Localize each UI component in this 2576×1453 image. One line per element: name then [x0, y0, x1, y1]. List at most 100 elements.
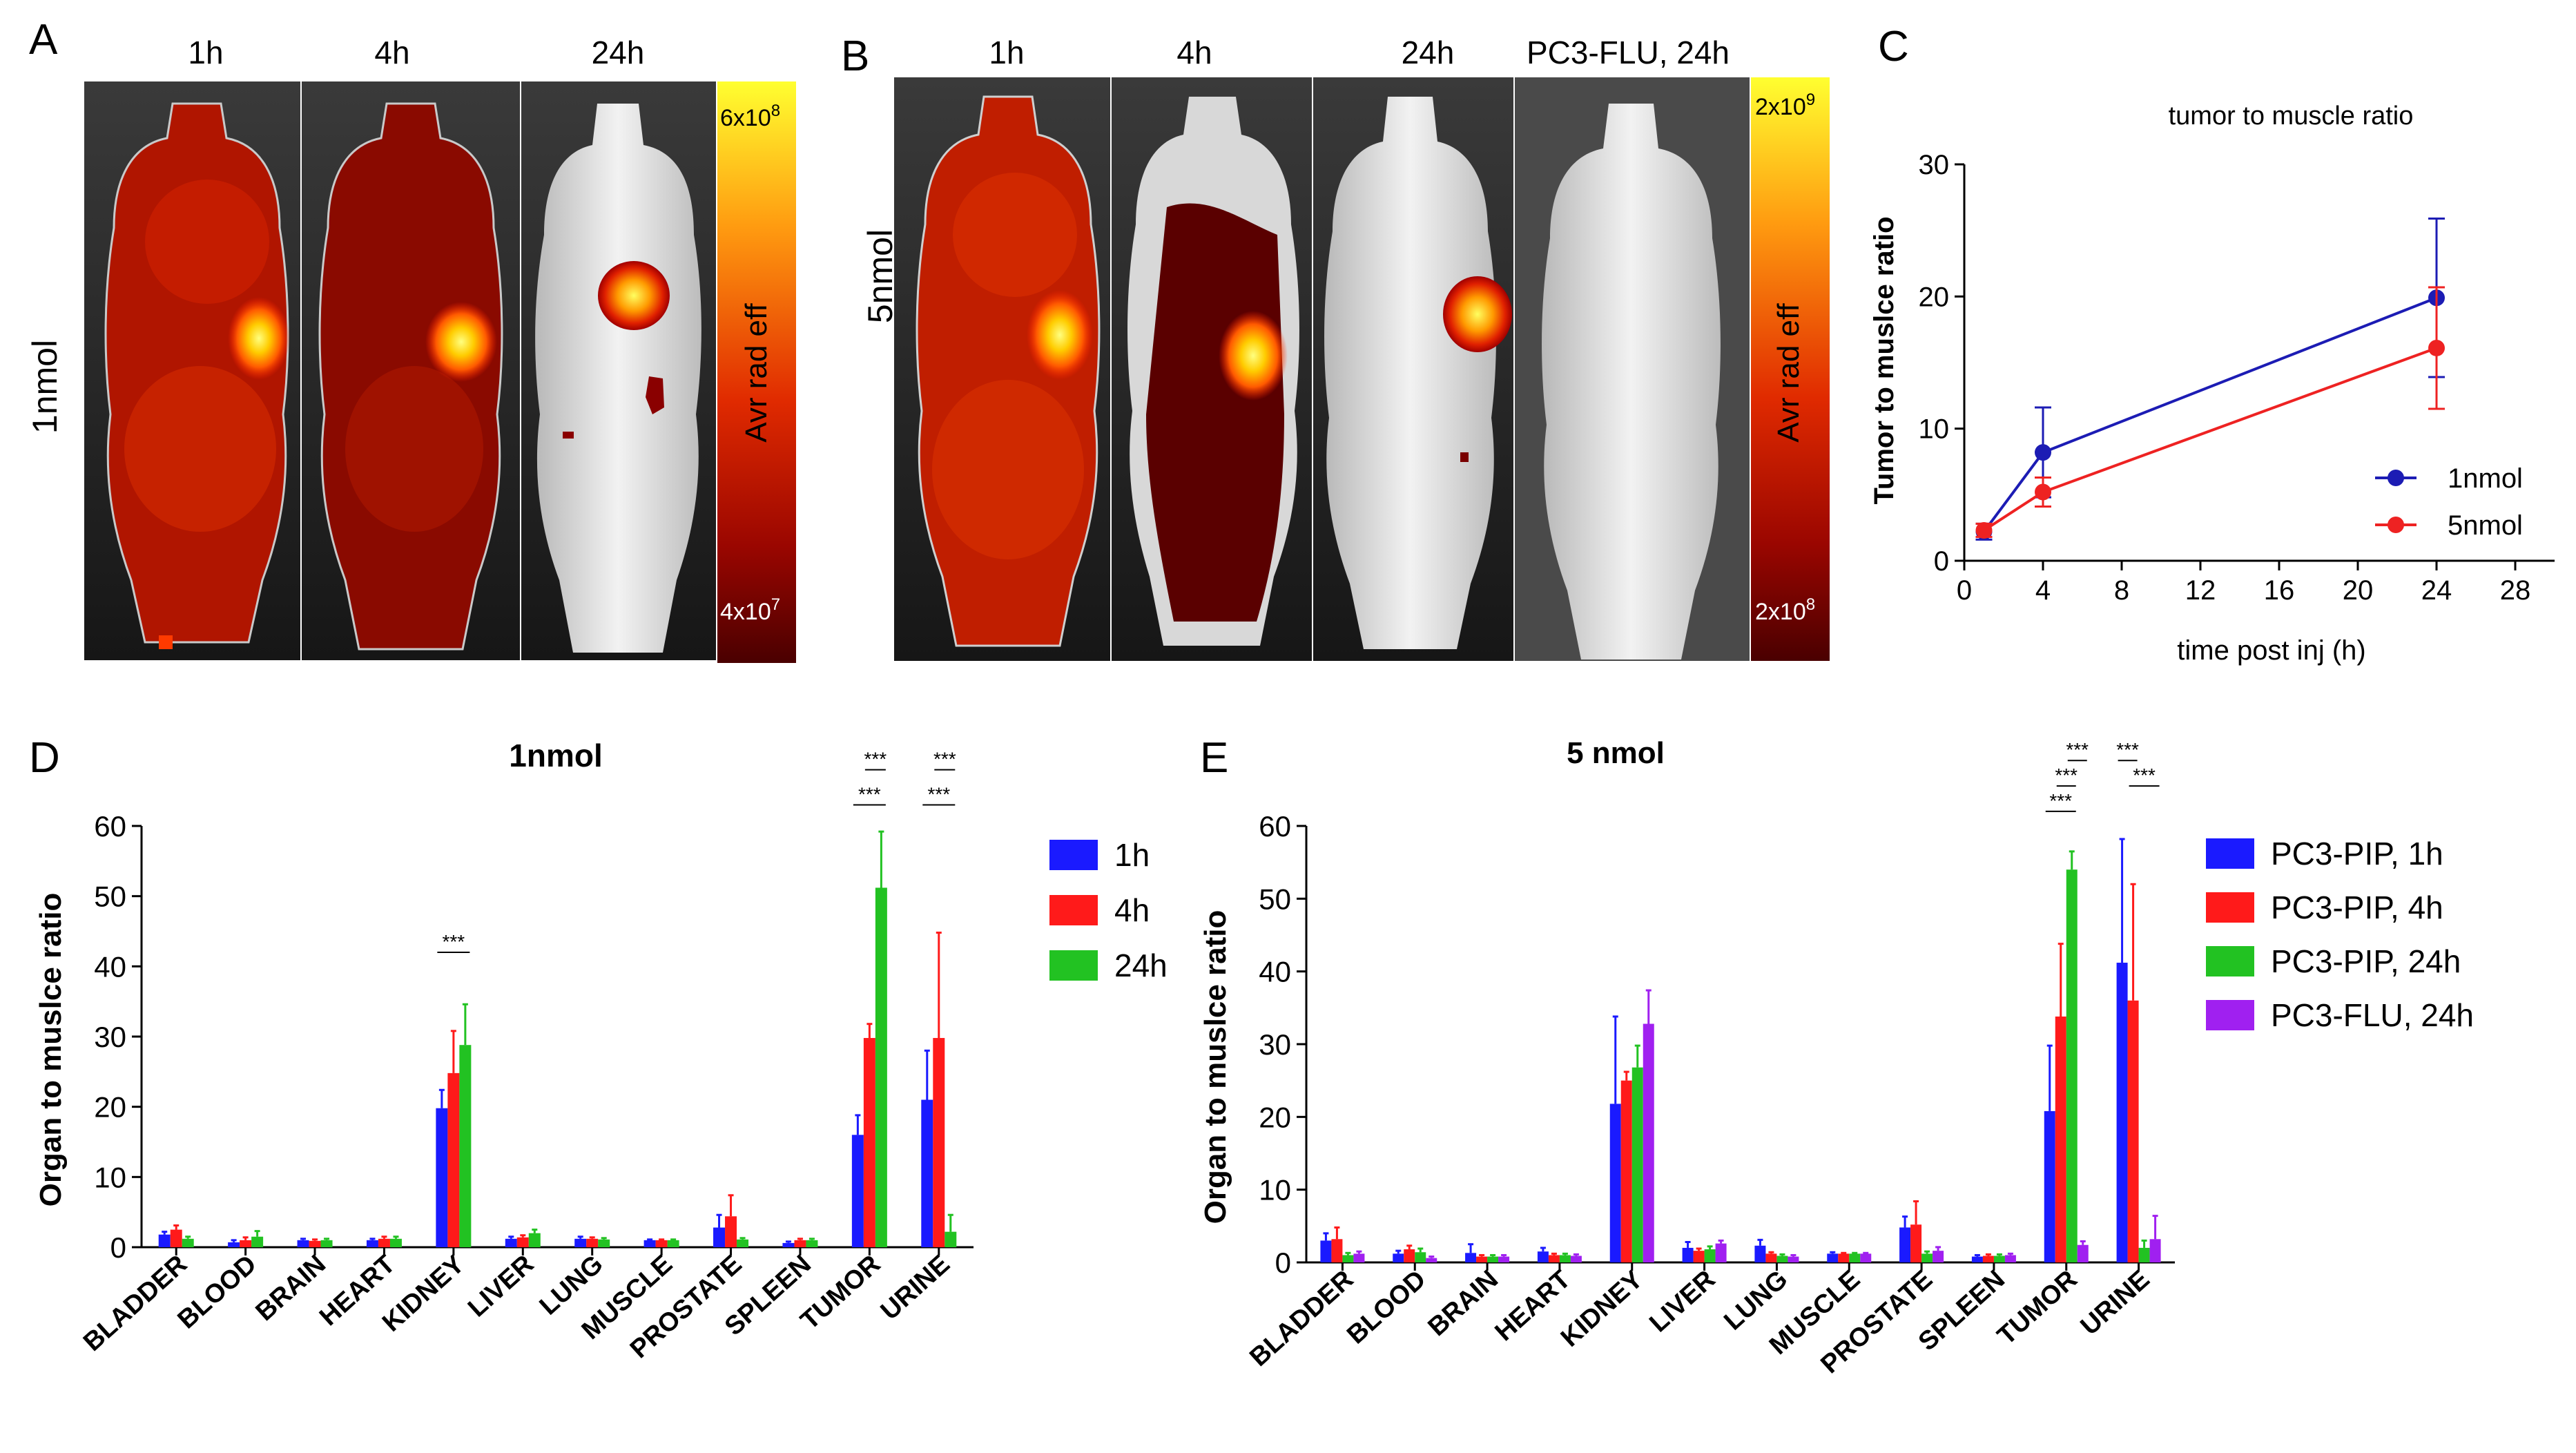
panel-e-letter: E	[1200, 734, 1228, 782]
chart-d-bar	[240, 1240, 252, 1247]
chart-d-bar	[378, 1238, 390, 1247]
chart-e-y-tick-label: 40	[1259, 956, 1291, 988]
chart-e-bar	[1631, 1067, 1643, 1262]
chart-c-xlabel: time post inj (h)	[2177, 635, 2365, 666]
panel-a-color-scale	[717, 81, 796, 663]
chart-c-y-tick-label: 0	[1934, 546, 1949, 577]
chart-d-y-tick-label: 40	[94, 950, 126, 983]
chart-e-bar	[1838, 1253, 1850, 1262]
chart-e-bar	[1498, 1256, 1510, 1262]
chart-e-bar	[1426, 1258, 1437, 1262]
chart-e-legend-swatch	[2206, 946, 2254, 976]
chart-e-y-tick-label: 60	[1259, 810, 1291, 843]
chart-d-bar	[851, 1135, 864, 1247]
chart-e-bar	[1682, 1247, 1694, 1262]
chart-e-bar	[1899, 1227, 1911, 1262]
chart-e-bar	[1609, 1104, 1621, 1262]
chart-d-bar	[574, 1238, 587, 1247]
chart-e-legend-label: PC3-FLU, 24h	[2271, 997, 2474, 1033]
chart-d-significance-label: ***	[858, 784, 881, 805]
chart-d-x-tick-label: BLOOD	[173, 1249, 262, 1334]
chart-e-bar	[1537, 1251, 1549, 1262]
chart-e-bar	[1404, 1249, 1415, 1262]
chart-c-y-tick-label: 30	[1919, 150, 1950, 180]
chart-e-bar	[2116, 963, 2128, 1262]
chart-d-bar	[643, 1240, 656, 1247]
chart-e-bar	[1320, 1240, 1332, 1262]
chart-e-significance-label: ***	[2116, 739, 2139, 760]
chart-e-bar	[1465, 1253, 1477, 1262]
chart-c-y-tick-label: 10	[1919, 414, 1950, 445]
chart-d-y-tick-label: 20	[94, 1091, 126, 1124]
chart-d-bar	[921, 1099, 933, 1247]
chart-e-bar	[1476, 1256, 1488, 1262]
panel-a-mouse-4h	[318, 102, 503, 651]
chart-e-bar	[2077, 1244, 2089, 1262]
chart-d-y-tick-label: 50	[94, 881, 126, 913]
chart-e-bar	[2138, 1247, 2150, 1262]
chart-d-bar	[309, 1240, 321, 1247]
chart-e-significance-label: ***	[2066, 739, 2089, 760]
chart-e-x-tick-label: TUMOR	[1992, 1264, 2083, 1350]
chart-e-bar	[1715, 1243, 1727, 1262]
chart-e-y-tick-label: 0	[1275, 1247, 1291, 1279]
chart-e-y-tick-label: 30	[1259, 1028, 1291, 1061]
chart-d-ylabel: Organ to muslce ratio	[34, 893, 68, 1207]
chart-e-bar	[1693, 1251, 1705, 1262]
chart-d-bar	[516, 1237, 529, 1247]
chart-e-ylabel: Organ to muslce ratio	[1199, 910, 1232, 1224]
panel-b-scale-label: Avr rad eff	[1772, 303, 1805, 443]
panel-b-dose-label: 5nmol	[861, 229, 900, 323]
panel-a-scale-min: 4x107	[720, 595, 780, 625]
panel-a-scale-label: Avr rad eff	[739, 303, 773, 443]
chart-e-bar	[1559, 1255, 1571, 1262]
chart-e-bar	[1849, 1253, 1861, 1262]
chart-d-title: 1nmol	[509, 738, 602, 773]
chart-e-y-tick-label: 50	[1259, 883, 1291, 915]
chart-e-bar	[2055, 1016, 2066, 1262]
chart-d-y-tick-label: 60	[94, 810, 126, 843]
chart-d-bar	[933, 1038, 945, 1247]
panel-d-letter: D	[29, 734, 60, 782]
chart-d-legend-label: 4h	[1114, 892, 1150, 928]
panel-a: A 1h 4h 24h 1nmol	[26, 16, 796, 663]
chart-c-x-tick-label: 28	[2500, 575, 2531, 606]
panel-a-letter: A	[29, 16, 58, 64]
chart-e-bar	[1548, 1255, 1560, 1262]
chart-d-bar	[528, 1233, 541, 1247]
chart-d-bar	[737, 1239, 749, 1247]
chart-d-bar	[158, 1234, 171, 1247]
chart-c-legend-label-5nmol: 5nmol	[2448, 510, 2523, 541]
panel-a-time-1h: 1h	[188, 35, 223, 70]
chart-c-line-5nmol	[1983, 347, 2437, 532]
panel-a-time-4h: 4h	[374, 35, 409, 70]
chart-d-x-tick-label: BLADDER	[78, 1249, 193, 1357]
chart-e-title: 5 nmol	[1567, 736, 1665, 770]
chart-e-bar	[2044, 1110, 2055, 1262]
chart-c-y-tick-label: 20	[1919, 282, 1950, 312]
chart-d-bar	[875, 887, 887, 1247]
chart-c-x-tick-label: 12	[2185, 575, 2216, 606]
chart-d-legend-label: 1h	[1114, 837, 1150, 873]
chart-e-bar	[1827, 1253, 1839, 1262]
chart-e-bar	[1921, 1253, 1933, 1262]
chart-d-bar	[598, 1239, 610, 1247]
chart-d-significance-label: ***	[933, 749, 956, 770]
chart-e-legend-swatch	[2206, 892, 2254, 923]
chart-e-x-tick-label: KIDNEY	[1556, 1264, 1649, 1352]
chart-d-y-tick-label: 0	[110, 1231, 126, 1264]
chart-e-bar	[1570, 1255, 1582, 1262]
chart-e-legend-label: PC3-PIP, 1h	[2271, 836, 2443, 872]
chart-e-x-tick-label: URINE	[2075, 1264, 2156, 1340]
panel-b-time-flu: PC3-FLU, 24h	[1527, 35, 1730, 70]
chart-d-legend-label: 24h	[1114, 947, 1168, 983]
panel-b-letter: B	[841, 32, 869, 80]
panel-b-color-scale	[1751, 77, 1830, 661]
chart-d-bar	[725, 1216, 737, 1247]
chart-e-bar	[1860, 1253, 1872, 1262]
chart-e-bar	[2149, 1239, 2161, 1262]
chart-c-x-tick-label: 16	[2264, 575, 2295, 606]
chart-d-bar	[667, 1240, 679, 1247]
chart-c-x-tick-label: 24	[2421, 575, 2452, 606]
chart-e-legend-label: PC3-PIP, 24h	[2271, 943, 2461, 979]
